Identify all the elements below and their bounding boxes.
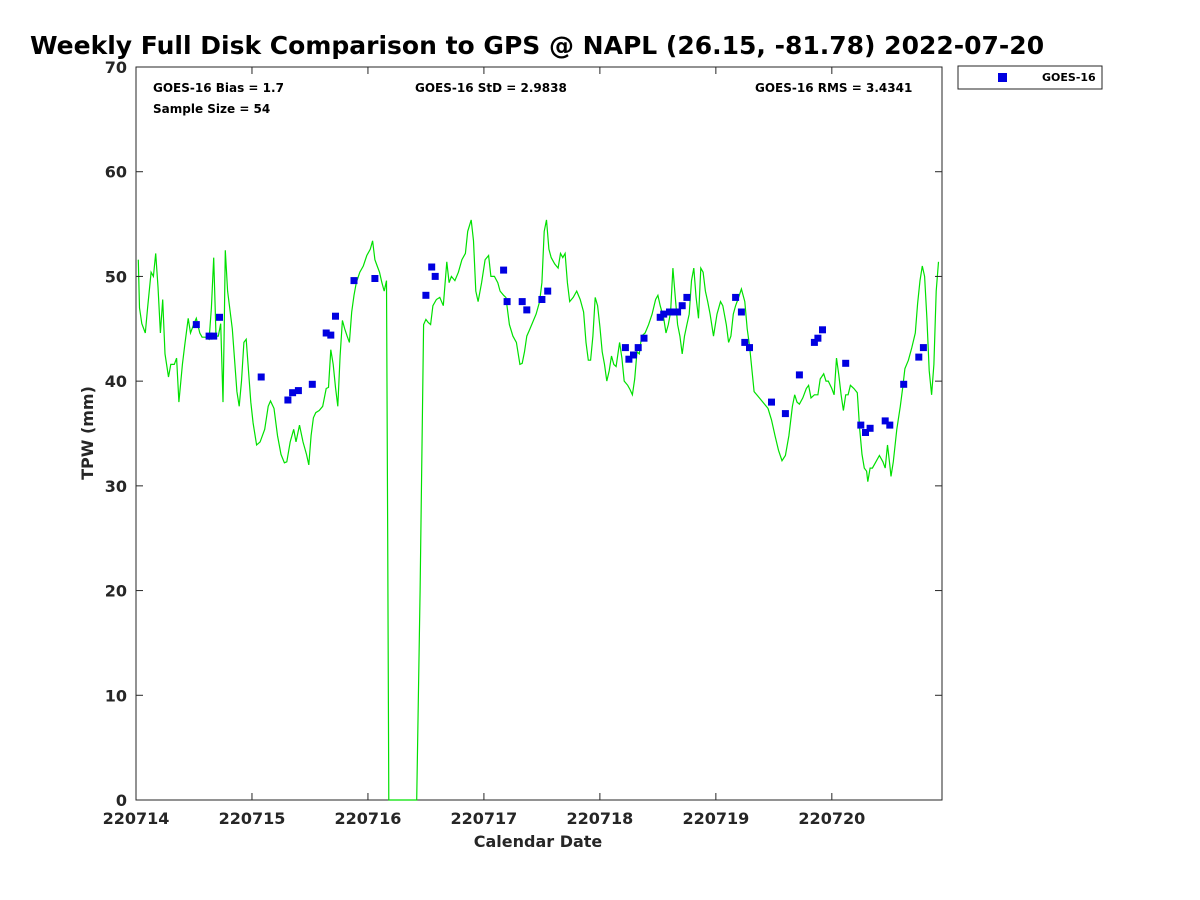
goes16-point-39 bbox=[768, 398, 775, 406]
goes16-point-48 bbox=[866, 424, 874, 432]
chart-title: Weekly Full Disk Comparison to GPS @ NAP… bbox=[30, 31, 1044, 60]
y-tick-label-5: 50 bbox=[105, 267, 127, 286]
goes16-point-46 bbox=[857, 421, 865, 429]
x-tick-label-2: 220716 bbox=[335, 809, 402, 828]
goes16-point-41 bbox=[795, 371, 803, 379]
y-tick-label-3: 30 bbox=[105, 477, 127, 496]
goes16-point-9 bbox=[322, 329, 330, 337]
sample-size-stat: Sample Size = 54 bbox=[153, 102, 270, 116]
y-tick-label-1: 10 bbox=[105, 686, 127, 705]
goes16-point-3 bbox=[216, 313, 223, 321]
goes16-point-31 bbox=[669, 308, 677, 316]
goes16-point-33 bbox=[678, 302, 686, 310]
goes16-point-21 bbox=[538, 296, 546, 303]
goes16-point-4 bbox=[257, 373, 265, 381]
goes16-point-11 bbox=[332, 312, 339, 320]
goes16-point-32 bbox=[674, 308, 682, 316]
goes16-point-17 bbox=[500, 266, 508, 274]
goes16-point-23 bbox=[621, 344, 629, 352]
x-tick-label-6: 220720 bbox=[798, 809, 865, 828]
gps-line-series bbox=[137, 219, 940, 801]
goes16-point-44 bbox=[819, 326, 826, 334]
x-tick-label-3: 220717 bbox=[451, 809, 518, 828]
y-tick-label-7: 70 bbox=[105, 58, 127, 77]
goes16-point-26 bbox=[634, 344, 642, 352]
goes16-point-8 bbox=[308, 380, 316, 388]
y-tick-label-0: 0 bbox=[116, 791, 127, 810]
x-tick-label-0: 220714 bbox=[103, 809, 170, 828]
goes16-point-18 bbox=[503, 298, 511, 306]
x-axis: 220714 220715 220716 220717 220718 220719 2207… bbox=[103, 67, 865, 828]
goes16-point-6 bbox=[289, 389, 297, 397]
goes16-point-10 bbox=[327, 331, 335, 339]
goes16-point-19 bbox=[518, 298, 526, 306]
goes16-point-49 bbox=[881, 417, 889, 425]
goes16-point-16 bbox=[431, 272, 439, 280]
x-tick-label-4: 220718 bbox=[566, 809, 633, 828]
x-tick-label-1: 220715 bbox=[219, 809, 286, 828]
legend: GOES-16 bbox=[957, 65, 1103, 90]
goes16-point-34 bbox=[683, 293, 691, 301]
x-tick-label-5: 220719 bbox=[682, 809, 749, 828]
goes16-point-1 bbox=[205, 332, 213, 340]
goes16-point-24 bbox=[625, 355, 633, 363]
goes16-point-35 bbox=[732, 293, 740, 301]
goes16-point-42 bbox=[810, 338, 818, 346]
legend-marker-goes16 bbox=[998, 73, 1007, 82]
goes16-point-29 bbox=[660, 310, 668, 318]
goes16-point-2 bbox=[210, 332, 218, 340]
goes16-point-0 bbox=[192, 321, 200, 329]
goes16-point-25 bbox=[630, 351, 637, 359]
plot-area bbox=[135, 66, 943, 801]
goes16-point-14 bbox=[422, 291, 430, 299]
goes16-point-51 bbox=[900, 380, 908, 388]
goes16-point-43 bbox=[814, 334, 822, 342]
gps-line bbox=[137, 219, 940, 801]
y-axis-label: TPW (mm) bbox=[78, 386, 97, 480]
y-tick-label-2: 20 bbox=[105, 582, 127, 601]
goes16-point-53 bbox=[919, 344, 927, 352]
goes16-point-47 bbox=[862, 429, 869, 436]
goes16-point-50 bbox=[886, 421, 894, 429]
bias-stat: GOES-16 Bias = 1.7 bbox=[153, 81, 284, 95]
y-tick-label-6: 60 bbox=[105, 163, 127, 182]
goes16-point-38 bbox=[746, 344, 753, 352]
goes16-point-36 bbox=[737, 308, 745, 316]
goes16-series bbox=[192, 263, 927, 436]
rms-stat: GOES-16 RMS = 3.4341 bbox=[755, 81, 912, 95]
goes16-point-45 bbox=[842, 359, 850, 367]
goes16-point-37 bbox=[741, 338, 749, 346]
goes16-point-40 bbox=[781, 410, 789, 418]
std-stat: GOES-16 StD = 2.9838 bbox=[415, 81, 567, 95]
goes16-point-27 bbox=[640, 334, 648, 342]
goes16-point-52 bbox=[915, 353, 923, 361]
goes16-point-12 bbox=[350, 277, 358, 285]
goes16-point-7 bbox=[294, 387, 302, 395]
legend-label-goes16: GOES-16 bbox=[1042, 71, 1096, 84]
goes16-point-5 bbox=[284, 396, 292, 404]
goes16-point-20 bbox=[523, 306, 531, 314]
x-axis-label: Calendar Date bbox=[474, 832, 603, 851]
y-tick-label-4: 40 bbox=[105, 372, 127, 391]
goes16-point-13 bbox=[371, 275, 379, 282]
goes16-point-15 bbox=[428, 263, 436, 271]
y-axis: 0 10 20 30 40 50 60 70 bbox=[105, 58, 942, 810]
goes16-point-22 bbox=[544, 287, 552, 295]
legend-box bbox=[957, 65, 1103, 90]
